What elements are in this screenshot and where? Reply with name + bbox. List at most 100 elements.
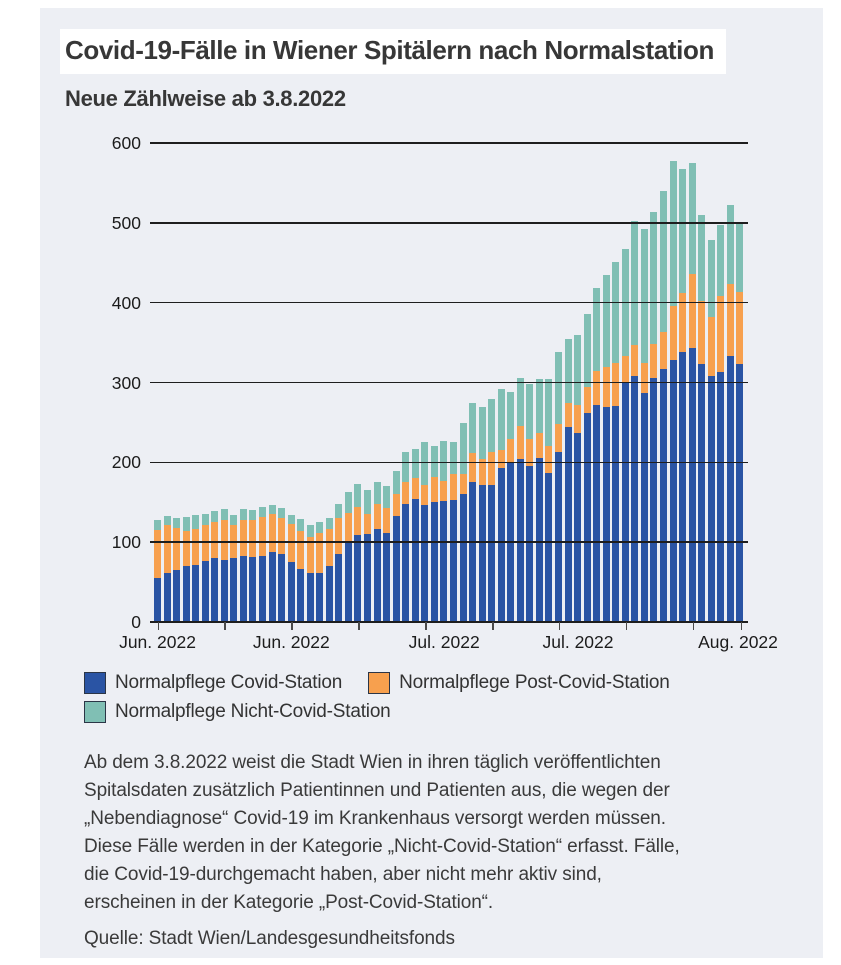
bar — [297, 519, 305, 622]
bar-segment-covid — [364, 534, 372, 622]
bar-segment-nicht-covid — [411, 448, 419, 479]
bar-segment-post-covid — [717, 296, 725, 373]
bar-segment-nicht-covid — [278, 507, 286, 519]
legend-label-nicht-covid: Normalpflege Nicht-Covid-Station — [115, 701, 391, 722]
bar — [259, 507, 267, 622]
bar-segment-nicht-covid — [650, 211, 658, 345]
bar — [268, 505, 276, 622]
bar-segment-covid — [173, 570, 181, 622]
bar-segment-post-covid — [316, 532, 324, 573]
bar-segment-covid — [516, 459, 524, 622]
bar — [154, 519, 161, 622]
bar-segment-post-covid — [526, 439, 534, 467]
bar-segment-nicht-covid — [640, 229, 648, 363]
bar-segment-covid — [373, 529, 381, 622]
bar — [612, 262, 620, 622]
bar — [640, 229, 648, 622]
bar — [230, 515, 238, 622]
bar — [192, 515, 200, 622]
bar-segment-nicht-covid — [507, 392, 515, 440]
bar-segment-post-covid — [306, 536, 314, 573]
bar-segment-covid — [650, 377, 658, 622]
bar-segment-covid — [211, 558, 219, 622]
bar — [621, 249, 629, 622]
bar-segment-covid — [736, 364, 744, 622]
bar — [182, 517, 190, 622]
bar-segment-nicht-covid — [325, 518, 333, 530]
bar-segment-covid — [335, 554, 343, 622]
bar-segment-covid — [220, 559, 228, 622]
bar-segment-post-covid — [650, 344, 658, 378]
source-text: Quelle: Stadt Wien/Landesgesundheitsfond… — [84, 928, 455, 949]
y-axis-label: 400 — [111, 292, 141, 313]
bar-segment-post-covid — [411, 478, 419, 500]
bar-segment-nicht-covid — [449, 441, 457, 475]
bar-segment-covid — [564, 427, 572, 622]
bar-segment-post-covid — [335, 518, 343, 555]
note-text: Ab dem 3.8.2022 weist die Stadt Wien in … — [84, 752, 680, 913]
bar — [679, 169, 687, 622]
bar-segment-nicht-covid — [726, 205, 734, 285]
legend: Normalpflege Covid-Station Normalpflege … — [84, 672, 794, 723]
bar-segment-post-covid — [354, 507, 362, 535]
bar-segment-covid — [306, 572, 314, 622]
bar-segment-post-covid — [249, 519, 257, 558]
bar-segment-post-covid — [726, 284, 734, 357]
bar — [421, 441, 429, 622]
bar-segment-post-covid — [173, 527, 181, 571]
bar — [488, 399, 496, 622]
bar-segment-post-covid — [364, 514, 372, 535]
bar-segment-covid — [297, 568, 305, 622]
x-axis-label: Jun. 2022 — [119, 632, 196, 652]
bar-segment-post-covid — [516, 426, 524, 460]
legend-item-covid: Normalpflege Covid-Station — [84, 672, 342, 694]
bar-segment-covid — [268, 551, 276, 622]
x-axis-tick — [558, 622, 561, 630]
bar-segment-nicht-covid — [287, 515, 295, 524]
bar-segment-post-covid — [297, 531, 305, 569]
bar-segment-nicht-covid — [478, 407, 486, 460]
bar-segment-post-covid — [430, 476, 438, 502]
x-axis-label: Aug. 2022 — [698, 632, 778, 652]
bar-segment-covid — [344, 542, 352, 622]
bar — [411, 448, 419, 622]
bar — [402, 451, 410, 622]
bar-segment-post-covid — [344, 512, 352, 543]
x-axis-tick — [492, 622, 494, 630]
x-axis-tick — [425, 622, 427, 630]
bar-segment-post-covid — [373, 503, 381, 530]
bar-segment-nicht-covid — [268, 505, 276, 515]
bar-segment-nicht-covid — [497, 388, 505, 450]
bar-segment-post-covid — [392, 494, 400, 516]
legend-swatch-post-covid — [368, 672, 391, 694]
bar-segment-post-covid — [383, 507, 391, 534]
bar-segment-nicht-covid — [335, 503, 343, 519]
bar-segment-nicht-covid — [459, 423, 467, 474]
bar — [316, 522, 324, 622]
bar-segment-post-covid — [554, 424, 562, 452]
plot-area — [150, 142, 748, 623]
bar-segment-post-covid — [545, 445, 553, 473]
bar-segment-nicht-covid — [488, 399, 496, 453]
bar-segment-covid — [688, 348, 696, 622]
bar-segment-covid — [679, 352, 687, 622]
bar-segment-covid — [602, 407, 610, 622]
bar-segment-covid — [574, 432, 582, 622]
bar-segment-post-covid — [220, 519, 228, 560]
bar — [688, 163, 696, 622]
bar-segment-nicht-covid — [736, 222, 744, 293]
bar-segment-nicht-covid — [182, 517, 190, 532]
x-axis-label: Jul. 2022 — [542, 632, 614, 652]
bar-segment-post-covid — [278, 518, 286, 555]
bar-segment-post-covid — [459, 473, 467, 495]
bar-segment-covid — [249, 557, 257, 622]
x-axis-label: Jun. 2022 — [252, 632, 330, 652]
bar-segment-nicht-covid — [239, 509, 247, 520]
bar-segment-nicht-covid — [354, 483, 362, 508]
bar-segment-covid — [325, 566, 333, 622]
bar-segment-nicht-covid — [469, 402, 477, 453]
bar-segment-post-covid — [679, 293, 687, 353]
bar — [650, 211, 658, 622]
bar — [583, 313, 591, 622]
x-axis-tick — [291, 622, 293, 630]
